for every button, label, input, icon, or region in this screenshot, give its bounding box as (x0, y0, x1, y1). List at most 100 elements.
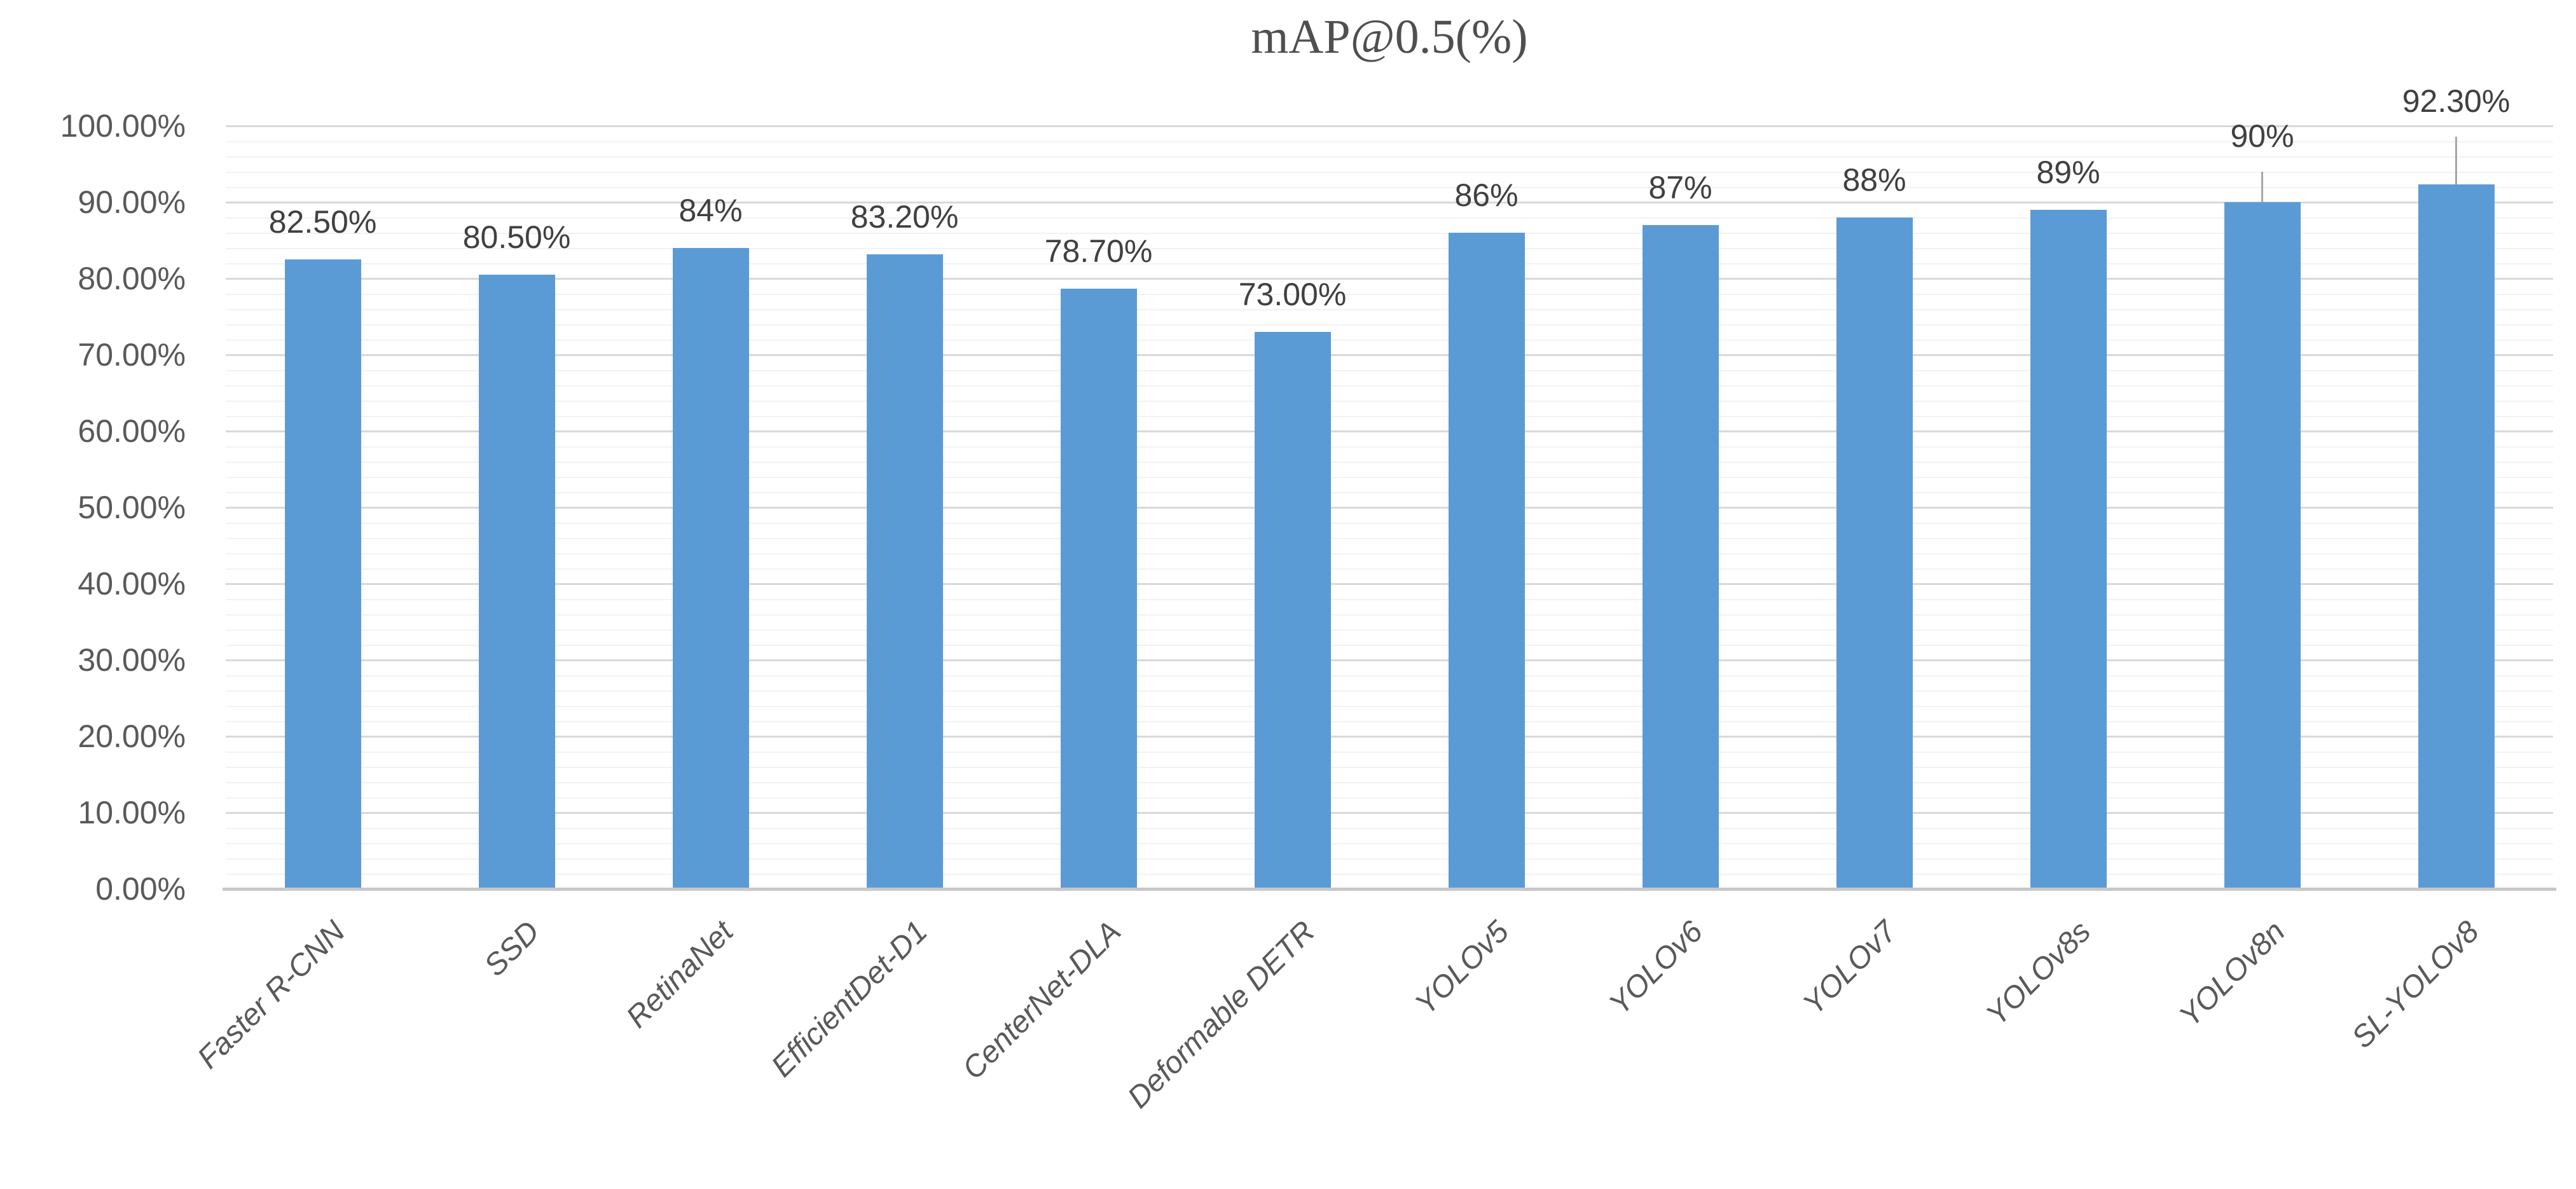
bar-yolov5 (1448, 233, 1525, 889)
x-category-label-retinanet: RetinaNet (620, 914, 740, 1034)
gridline-minor (226, 523, 2553, 524)
gridline-minor (226, 645, 2553, 646)
y-tick-label-40: 40.00% (78, 566, 186, 601)
gridline-minor (226, 172, 2553, 173)
y-tick-label-50: 50.00% (78, 490, 186, 525)
x-category-label-yolov8s: YOLOv8s (1980, 914, 2098, 1033)
gridline-minor (226, 294, 2553, 295)
data-label-yolov6: 87% (1648, 170, 1712, 205)
bar-yolov8s (2030, 210, 2107, 889)
y-tick-label-20: 20.00% (78, 718, 186, 754)
gridline-minor (226, 629, 2553, 631)
data-label-faster-r-cnn: 82.50% (268, 204, 377, 240)
gridline-major (226, 125, 2553, 127)
gridline-major (226, 202, 2553, 203)
gridline-minor (226, 614, 2553, 615)
gridline-minor (226, 401, 2553, 402)
bar-efficientdet-d1 (866, 254, 943, 889)
gridline-major (226, 278, 2553, 280)
x-category-label-centernet-dla: CenterNet-DLA (956, 914, 1128, 1087)
y-tick-label-30: 30.00% (78, 642, 186, 678)
x-category-label-deformable-detr: Deformable DETR (1121, 914, 1322, 1115)
data-label-yolov5: 86% (1454, 177, 1519, 213)
x-category-label-yolov8n: YOLOv8n (2173, 914, 2292, 1034)
gridline-major (226, 736, 2553, 738)
gridline-minor (226, 691, 2553, 692)
data-label-retinanet: 84% (678, 193, 743, 228)
data-label-efficientdet-d1: 83.20% (850, 198, 959, 235)
bar-ssd (478, 275, 555, 889)
bar-centernet-dla (1060, 288, 1137, 889)
gridline-minor (226, 492, 2553, 493)
gridline-minor (226, 752, 2553, 753)
gridline-minor (226, 797, 2553, 799)
x-category-label-yolov5: YOLOv5 (1409, 914, 1516, 1022)
data-label-centernet-dla: 78.70% (1044, 233, 1153, 269)
data-label-sl-yolov8: 92.30% (2402, 83, 2511, 120)
gridline-minor (226, 874, 2553, 875)
y-tick-label-60: 60.00% (78, 413, 186, 449)
gridline-minor (226, 446, 2553, 448)
data-label-yolov8n: 90% (2230, 118, 2294, 154)
gridline-minor (226, 324, 2553, 326)
bar-yolov8n (2224, 202, 2301, 889)
gridline-minor (226, 568, 2553, 570)
gridline-major (226, 430, 2553, 432)
bar-deformable-detr (1254, 332, 1331, 889)
gridline-minor (226, 828, 2553, 829)
x-category-label-yolov6: YOLOv6 (1602, 914, 1710, 1022)
y-tick-label-70: 70.00% (78, 337, 186, 373)
chart-title: mAP@0.5(%) (1251, 10, 1528, 64)
gridline-minor (226, 462, 2553, 463)
gridline-minor (226, 858, 2553, 860)
bar-sl-yolov8 (2418, 184, 2495, 889)
gridline-minor (226, 782, 2553, 783)
gridline-minor (226, 843, 2553, 844)
gridline-major (226, 583, 2553, 585)
gridline-minor (226, 675, 2553, 677)
leader-line-yolov8n (2261, 172, 2263, 202)
x-category-label-yolov7: YOLOv7 (1796, 914, 1904, 1022)
x-category-label-efficientdet-d1: EfficientDet-D1 (764, 914, 934, 1084)
gridline-minor (226, 538, 2553, 539)
gridline-major (226, 507, 2553, 509)
gridline-minor (226, 706, 2553, 707)
gridline-minor (226, 309, 2553, 310)
gridline-minor (226, 767, 2553, 768)
gridline-minor (226, 248, 2553, 249)
y-tick-label-80: 80.00% (78, 261, 186, 296)
x-category-label-faster-r-cnn: Faster R-CNN (191, 914, 352, 1076)
gridline-minor (226, 416, 2553, 417)
gridline-minor (226, 340, 2553, 341)
x-category-label-sl-yolov8: SL-YOLOv8 (2345, 914, 2486, 1055)
gridline-minor (226, 385, 2553, 387)
plot-area: 82.50% 80.50% 84% 83.20% 78.70% 73.00% 86% 87% 8… (223, 85, 2556, 891)
y-tick-label-0: 0.00% (95, 871, 186, 907)
gridline-minor (226, 599, 2553, 600)
bar-yolov6 (1642, 225, 1719, 889)
bar-faster-r-cnn (284, 259, 361, 889)
y-tick-label-10: 10.00% (78, 795, 186, 830)
leader-line-sl-yolov8 (2455, 137, 2457, 185)
gridline-minor (226, 233, 2553, 234)
data-label-yolov8s: 89% (2036, 155, 2100, 190)
gridline-minor (226, 187, 2553, 188)
bar-retinanet (672, 248, 749, 889)
bar-yolov7 (1836, 217, 1913, 889)
y-tick-label-100: 100.00% (60, 108, 186, 144)
data-label-ssd: 80.50% (462, 219, 571, 255)
gridline-minor (226, 553, 2553, 554)
gridline-minor (226, 141, 2553, 142)
gridline-minor (226, 477, 2553, 478)
gridline-minor (226, 156, 2553, 158)
gridline-minor (226, 370, 2553, 371)
gridline-minor (226, 263, 2553, 265)
gridline-major (226, 659, 2553, 661)
data-label-deformable-detr: 73.00% (1238, 277, 1347, 312)
x-axis-line (223, 888, 2556, 891)
x-category-label-ssd: SSD (478, 914, 546, 983)
y-tick-label-90: 90.00% (78, 184, 186, 220)
gridline-major (226, 354, 2553, 356)
gridline-minor (226, 721, 2553, 722)
